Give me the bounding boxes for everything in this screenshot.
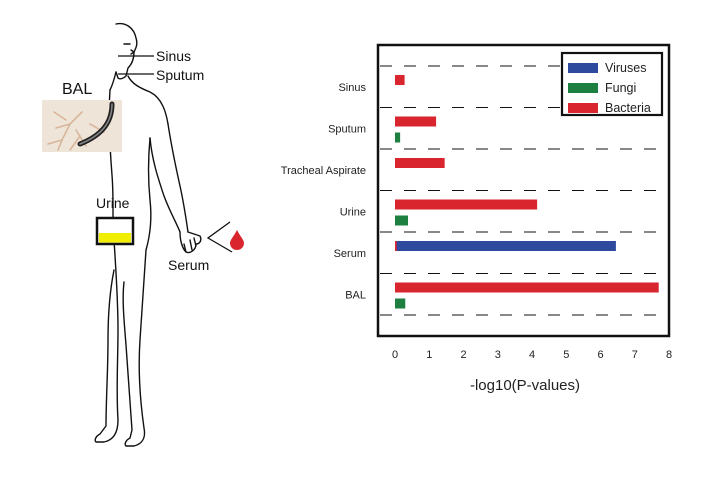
bar-fungi-bal xyxy=(395,298,406,309)
legend: Viruses Fungi Bacteria xyxy=(560,51,664,117)
x-tick-label: 0 xyxy=(392,349,398,361)
category-label: Tracheal Aspirate xyxy=(281,165,366,177)
legend-swatch-bacteria xyxy=(568,103,598,113)
category-label: Serum xyxy=(334,248,366,260)
bar-bacteria-bal xyxy=(395,282,659,293)
x-tick-label: 6 xyxy=(597,349,603,361)
bars xyxy=(395,75,659,309)
legend-label-bacteria: Bacteria xyxy=(605,101,651,115)
bronchoscope-icon xyxy=(42,100,122,152)
legend-label-viruses: Viruses xyxy=(605,61,646,75)
bar-fungi-urine xyxy=(395,215,409,226)
serum-label: Serum xyxy=(168,257,209,273)
bal-label: BAL xyxy=(62,81,92,98)
bar-bacteria-serum xyxy=(395,241,397,251)
x-tick-labels: 0 1 2 3 4 5 6 7 8 xyxy=(392,349,672,361)
category-label: Sputum xyxy=(328,123,366,135)
needle-pointer xyxy=(206,221,233,253)
plot-frame xyxy=(376,43,671,338)
legend-swatch-viruses xyxy=(568,63,598,73)
legend-label-fungi: Fungi xyxy=(605,81,636,95)
bar-bacteria-tracheal-aspirate xyxy=(395,158,445,168)
bar-fungi-sputum xyxy=(395,132,401,143)
x-tick-label: 1 xyxy=(426,349,432,361)
blood-drop-icon xyxy=(230,230,244,250)
bar-bacteria-sputum xyxy=(395,116,437,127)
sputum-label: Sputum xyxy=(156,67,204,83)
x-tick-label: 8 xyxy=(666,349,672,361)
bar-bacteria-sinus xyxy=(395,75,405,85)
body-illustration: Sinus Sputum BAL Urine Serum xyxy=(42,22,244,447)
x-tick-label: 7 xyxy=(632,349,638,361)
bar-viruses-serum xyxy=(395,241,616,251)
x-tick-label: 2 xyxy=(460,349,466,361)
x-axis-label: -log10(P-values) xyxy=(470,377,580,394)
urine-label: Urine xyxy=(96,195,130,211)
x-tick-label: 3 xyxy=(495,349,501,361)
bar-bacteria-urine xyxy=(395,199,538,210)
x-tick-label: 5 xyxy=(563,349,569,361)
category-label: Urine xyxy=(340,206,366,218)
sinus-label: Sinus xyxy=(156,48,191,64)
category-label: Sinus xyxy=(338,82,366,94)
urine-cup-icon xyxy=(95,216,135,246)
category-labels: Sinus Sputum Tracheal Aspirate Urine Serum BA… xyxy=(281,82,367,302)
category-label: BAL xyxy=(345,289,366,301)
bar-chart: Sinus Sputum Tracheal Aspirate Urine Serum BA… xyxy=(281,43,672,394)
x-tick-label: 4 xyxy=(529,349,535,361)
legend-swatch-fungi xyxy=(568,83,598,93)
